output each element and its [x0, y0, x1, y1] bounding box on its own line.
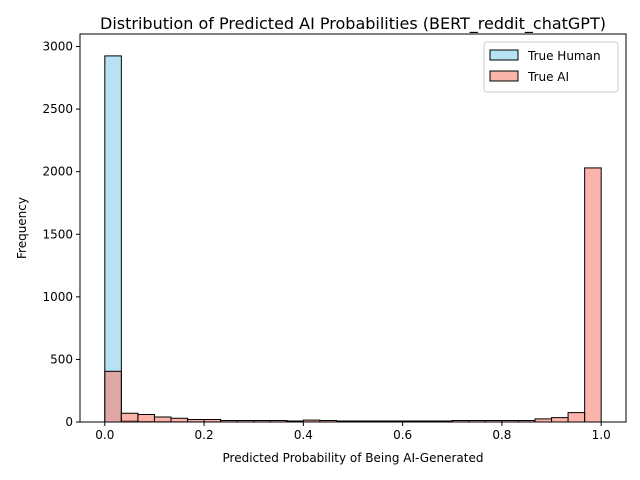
x-tick-label: 1.0: [592, 428, 611, 442]
x-tick-label: 0.2: [195, 428, 214, 442]
legend-label-true-human: True Human: [527, 49, 601, 63]
true-ai-bars: [104, 167, 602, 423]
bar-true-ai-2: [137, 413, 155, 423]
y-axis: 0 500 1000 1500 2000 2500 3000: [42, 40, 80, 429]
bar-true-ai-4: [170, 417, 189, 423]
x-tick-label: 0.8: [492, 428, 511, 442]
y-tick-label: 1000: [42, 290, 73, 304]
y-tick-label: 1500: [42, 227, 73, 241]
x-tick-label: 0.6: [393, 428, 412, 442]
bar-true-ai-3: [153, 416, 172, 423]
x-tick-label: 0.0: [95, 428, 114, 442]
y-tick-label: 2000: [42, 165, 73, 179]
y-axis-label: Frequency: [15, 197, 29, 259]
legend: True Human True AI: [483, 41, 619, 93]
bar-true-ai-0: [104, 370, 122, 423]
plot-frame: [79, 33, 627, 423]
y-tick-label: 3000: [42, 40, 73, 54]
chart-title: Distribution of Predicted AI Probabiliti…: [100, 14, 606, 34]
legend-label-true-ai: True AI: [527, 70, 569, 84]
y-tick-label: 0: [65, 415, 73, 429]
true-human-bars: [104, 55, 222, 423]
bar-true-ai-27: [551, 417, 569, 423]
bar-true-ai-29: [584, 167, 602, 423]
x-tick-label: 0.4: [294, 428, 313, 442]
x-axis: 0.0 0.2 0.4 0.6 0.8 1.0: [95, 422, 611, 442]
y-tick-label: 2500: [42, 102, 73, 116]
bar-true-human-0: [104, 55, 122, 423]
legend-swatch-true-human: [489, 49, 519, 61]
x-axis-label: Predicted Probability of Being AI-Genera…: [223, 451, 484, 465]
legend-swatch-true-ai: [489, 70, 519, 82]
y-tick-label: 500: [50, 352, 73, 366]
bar-true-ai-1: [120, 412, 139, 423]
bar-true-ai-28: [567, 412, 586, 423]
